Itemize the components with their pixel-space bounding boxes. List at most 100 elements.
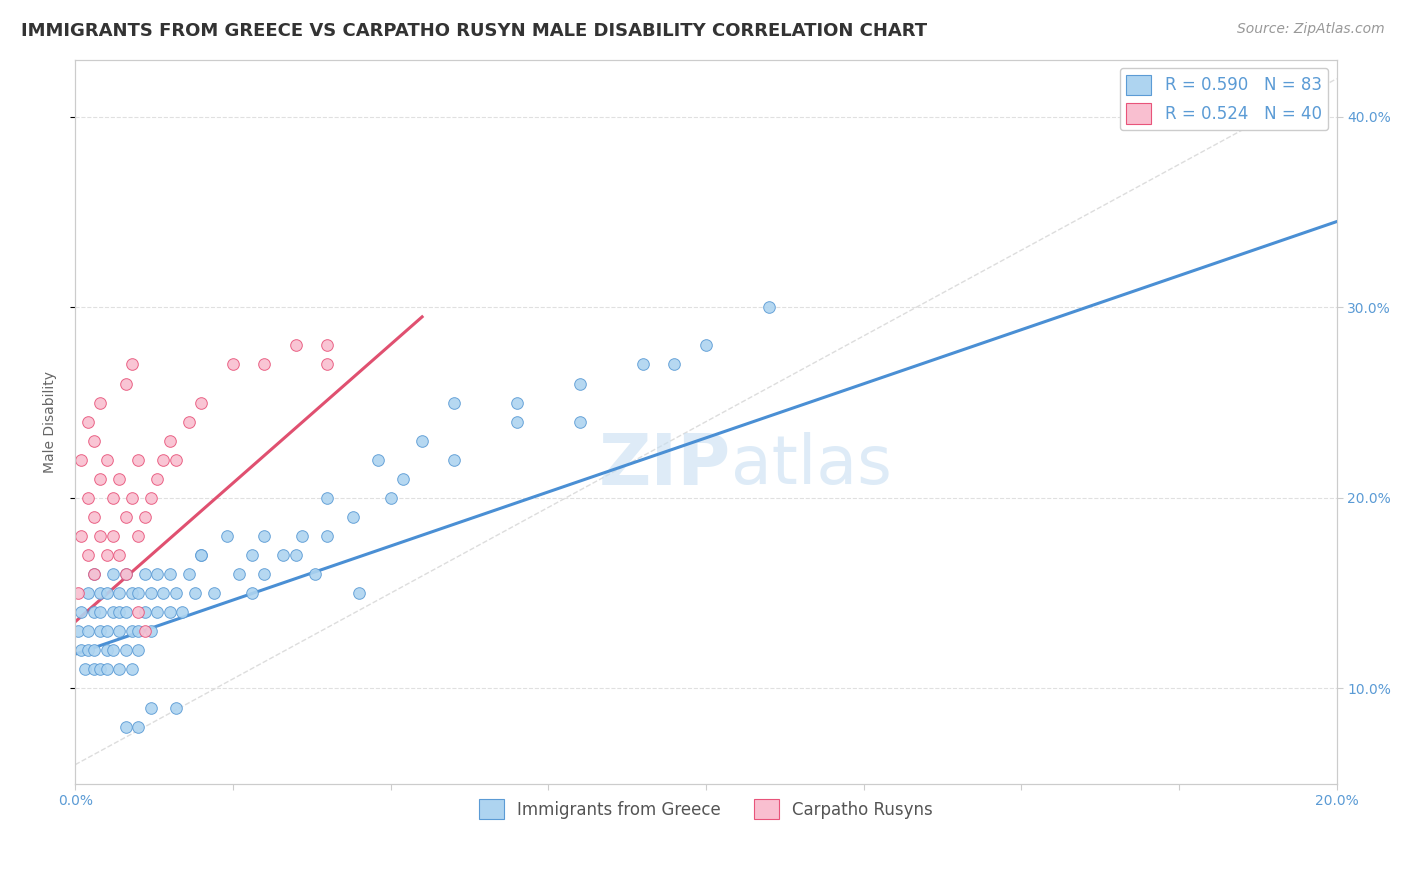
Point	[83, 567, 105, 582]
Point	[184, 586, 207, 600]
Point	[202, 586, 225, 600]
Point	[114, 643, 136, 657]
Point	[222, 358, 245, 372]
Point	[304, 567, 326, 582]
Point	[139, 624, 162, 639]
Point	[67, 624, 90, 639]
Point	[114, 376, 136, 391]
Point	[96, 586, 118, 600]
Point	[89, 605, 111, 619]
Point	[83, 434, 105, 448]
Point	[172, 605, 194, 619]
Point	[89, 395, 111, 409]
Point	[96, 624, 118, 639]
Point	[76, 643, 98, 657]
Point	[83, 643, 105, 657]
Point	[316, 338, 339, 352]
Point	[114, 720, 136, 734]
Point	[127, 643, 149, 657]
Point	[253, 358, 276, 372]
Point	[392, 472, 415, 486]
Point	[89, 472, 111, 486]
Text: ZIP: ZIP	[599, 431, 731, 500]
Point	[568, 415, 591, 429]
Point	[127, 452, 149, 467]
Point	[240, 548, 263, 562]
Point	[108, 605, 131, 619]
Point	[76, 624, 98, 639]
Point	[134, 605, 156, 619]
Point	[121, 491, 143, 505]
Point	[121, 586, 143, 600]
Point	[121, 624, 143, 639]
Point	[228, 567, 250, 582]
Point	[631, 358, 654, 372]
Point	[96, 452, 118, 467]
Point	[101, 491, 124, 505]
Point	[284, 338, 307, 352]
Point	[367, 452, 389, 467]
Point	[190, 395, 212, 409]
Legend: Immigrants from Greece, Carpatho Rusyns: Immigrants from Greece, Carpatho Rusyns	[472, 792, 939, 826]
Point	[134, 510, 156, 524]
Point	[70, 452, 93, 467]
Point	[76, 415, 98, 429]
Point	[70, 605, 93, 619]
Point	[146, 605, 169, 619]
Point	[114, 510, 136, 524]
Point	[139, 491, 162, 505]
Point	[89, 624, 111, 639]
Point	[190, 548, 212, 562]
Point	[121, 358, 143, 372]
Point	[108, 548, 131, 562]
Point	[159, 605, 181, 619]
Point	[89, 586, 111, 600]
Point	[165, 452, 187, 467]
Point	[695, 338, 717, 352]
Point	[664, 358, 686, 372]
Point	[134, 567, 156, 582]
Point	[127, 720, 149, 734]
Point	[291, 529, 314, 543]
Point	[253, 529, 276, 543]
Point	[139, 586, 162, 600]
Point	[159, 567, 181, 582]
Point	[411, 434, 433, 448]
Point	[273, 548, 295, 562]
Point	[506, 395, 529, 409]
Point	[108, 586, 131, 600]
Point	[70, 529, 93, 543]
Point	[108, 662, 131, 676]
Point	[127, 529, 149, 543]
Y-axis label: Male Disability: Male Disability	[44, 371, 58, 473]
Point	[253, 567, 276, 582]
Point	[139, 700, 162, 714]
Point	[114, 605, 136, 619]
Point	[83, 567, 105, 582]
Point	[568, 376, 591, 391]
Point	[114, 567, 136, 582]
Point	[76, 548, 98, 562]
Point	[506, 415, 529, 429]
Point	[316, 358, 339, 372]
Point	[76, 586, 98, 600]
Point	[316, 529, 339, 543]
Point	[101, 643, 124, 657]
Point	[347, 586, 370, 600]
Point	[67, 586, 90, 600]
Point	[89, 529, 111, 543]
Point	[83, 662, 105, 676]
Point	[190, 548, 212, 562]
Point	[177, 415, 200, 429]
Point	[127, 605, 149, 619]
Point	[73, 662, 96, 676]
Point	[380, 491, 402, 505]
Point	[108, 624, 131, 639]
Point	[89, 662, 111, 676]
Point	[316, 491, 339, 505]
Point	[96, 548, 118, 562]
Point	[134, 624, 156, 639]
Text: atlas: atlas	[731, 432, 891, 498]
Point	[758, 301, 780, 315]
Text: Source: ZipAtlas.com: Source: ZipAtlas.com	[1237, 22, 1385, 37]
